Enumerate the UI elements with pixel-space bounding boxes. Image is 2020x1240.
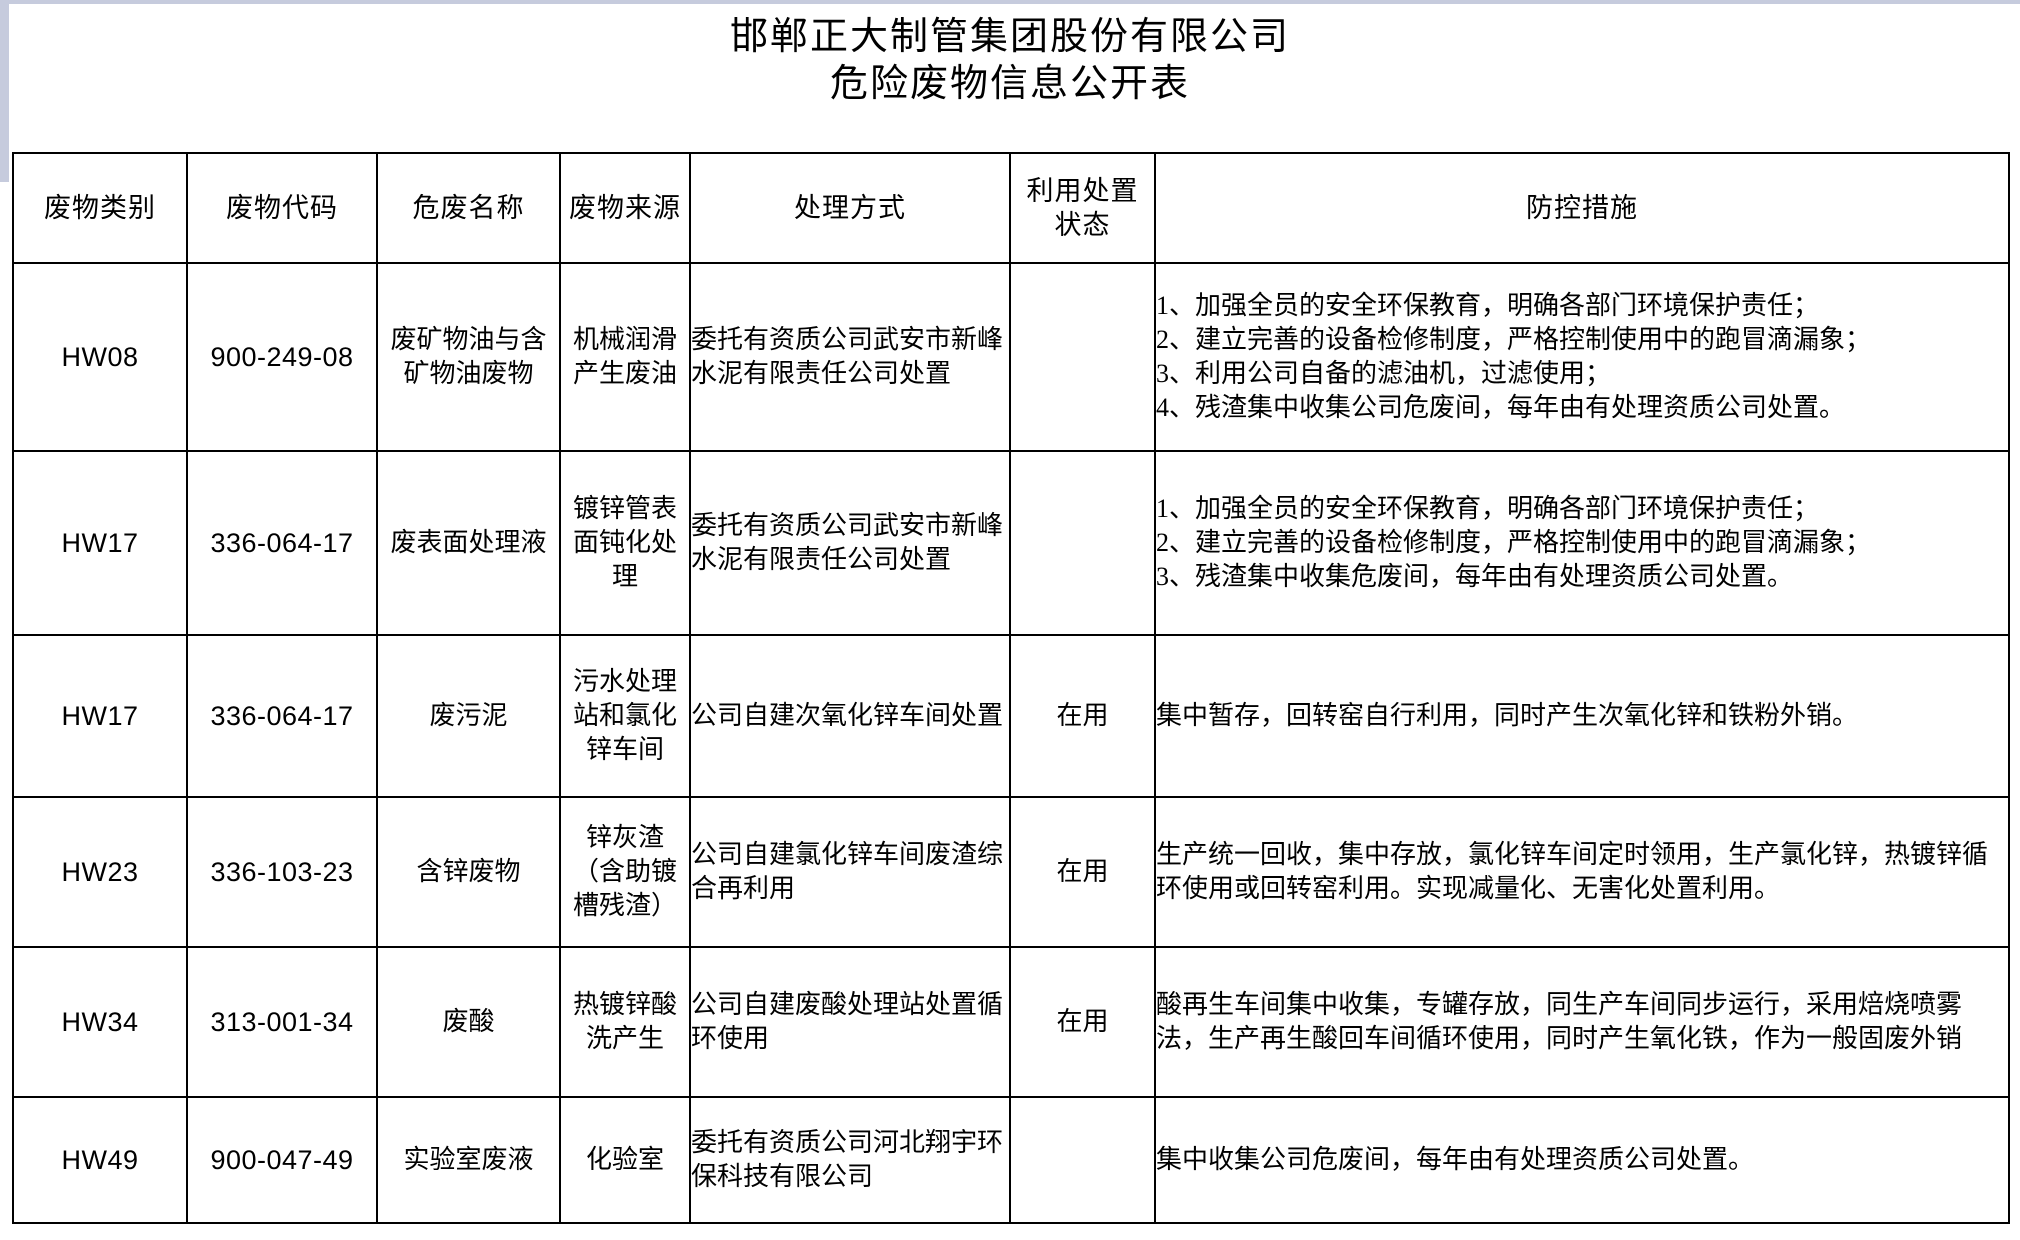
hazardous-waste-table: 废物类别 废物代码 危废名称 废物来源 处理方式 利用处置 状态 防控措施 HW…	[12, 152, 2010, 1224]
cell-category: HW49	[12, 1096, 188, 1224]
cell-treatment: 公司自建氯化锌车间废渣综合再利用	[689, 796, 1011, 948]
cell-measures: 集中暂存，回转窑自行利用，同时产生次氧化锌和铁粉外销。	[1154, 634, 2010, 798]
column-header-state: 利用处置 状态	[1009, 152, 1156, 264]
cell-code: 900-047-49	[186, 1096, 378, 1224]
cell-name: 废矿物油与含矿物油废物	[376, 262, 561, 452]
column-header-state-line2: 状态	[1054, 210, 1111, 240]
title-line-subject: 危险废物信息公开表	[829, 63, 1190, 105]
column-header-category: 废物类别	[12, 152, 188, 264]
cell-name: 含锌废物	[376, 796, 561, 948]
cell-source: 镀锌管表面钝化处理	[559, 450, 691, 636]
table-row: HW17 336-064-17 废表面处理液 镀锌管表面钝化处理 委托有资质公司…	[12, 450, 2010, 636]
measure-item: 2、建立完善的设备检修制度，严格控制使用中的跑冒滴漏象；	[1156, 528, 1872, 557]
measure-item: 4、残渣集中收集公司危废间，每年由有处理资质公司处置。	[1156, 393, 1846, 422]
cell-code: 336-064-17	[186, 450, 378, 636]
measure-item: 1、加强全员的安全环保教育，明确各部门环境保护责任；	[1156, 291, 1820, 320]
measure-item: 酸再生车间集中收集，专罐存放，同生产车间同步运行，采用焙烧喷雾法，生产再生酸回车…	[1156, 990, 1963, 1053]
cell-code: 336-064-17	[186, 634, 378, 798]
cell-treatment: 委托有资质公司武安市新峰水泥有限责任公司处置	[689, 450, 1011, 636]
cell-treatment: 委托有资质公司武安市新峰水泥有限责任公司处置	[689, 262, 1011, 452]
cell-treatment: 委托有资质公司河北翔宇环保科技有限公司	[689, 1096, 1011, 1224]
cell-treatment: 公司自建废酸处理站处置循环使用	[689, 946, 1011, 1098]
column-header-name: 危废名称	[376, 152, 561, 264]
cell-name: 废酸	[376, 946, 561, 1098]
cell-category: HW08	[12, 262, 188, 452]
cell-name: 实验室废液	[376, 1096, 561, 1224]
cell-code: 313-001-34	[186, 946, 378, 1098]
cell-state: 在用	[1009, 796, 1156, 948]
table-row: HW49 900-047-49 实验室废液 化验室 委托有资质公司河北翔宇环保科…	[12, 1096, 2010, 1224]
cell-name: 废表面处理液	[376, 450, 561, 636]
table-row: HW34 313-001-34 废酸 热镀锌酸洗产生 公司自建废酸处理站处置循环…	[12, 946, 2010, 1098]
column-header-source: 废物来源	[559, 152, 691, 264]
cell-state: 在用	[1009, 946, 1156, 1098]
cell-source: 机械润滑产生废油	[559, 262, 691, 452]
measure-item: 生产统一回收，集中存放，氯化锌车间定时领用，生产氯化锌，热镀锌循环使用或回转窑利…	[1156, 840, 1989, 903]
cell-source: 污水处理站和氯化锌车间	[559, 634, 691, 798]
column-header-code: 废物代码	[186, 152, 378, 264]
cell-category: HW23	[12, 796, 188, 948]
column-header-measures: 防控措施	[1154, 152, 2010, 264]
cell-measures: 集中收集公司危废间，每年由有处理资质公司处置。	[1154, 1096, 2010, 1224]
page-title: 邯郸正大制管集团股份有限公司 危险废物信息公开表	[0, 14, 2020, 108]
top-rule	[9, 0, 2020, 4]
cell-category: HW17	[12, 450, 188, 636]
cell-treatment: 公司自建次氧化锌车间处置	[689, 634, 1011, 798]
table-body: HW08 900-249-08 废矿物油与含矿物油废物 机械润滑产生废油 委托有…	[12, 262, 2010, 1224]
cell-state	[1009, 262, 1156, 452]
cell-name: 废污泥	[376, 634, 561, 798]
measure-item: 3、利用公司自备的滤油机，过滤使用；	[1156, 359, 1612, 388]
column-header-treatment: 处理方式	[689, 152, 1011, 264]
table-header-row: 废物类别 废物代码 危废名称 废物来源 处理方式 利用处置 状态 防控措施	[12, 152, 2010, 264]
table-header: 废物类别 废物代码 危废名称 废物来源 处理方式 利用处置 状态 防控措施	[12, 152, 2010, 264]
cell-category: HW17	[12, 634, 188, 798]
cell-source: 锌灰渣（含助镀槽残渣）	[559, 796, 691, 948]
measure-item: 集中暂存，回转窑自行利用，同时产生次氧化锌和铁粉外销。	[1156, 701, 1859, 730]
cell-measures: 1、加强全员的安全环保教育，明确各部门环境保护责任； 2、建立完善的设备检修制度…	[1154, 262, 2010, 452]
table-row: HW08 900-249-08 废矿物油与含矿物油废物 机械润滑产生废油 委托有…	[12, 262, 2010, 452]
cell-category: HW34	[12, 946, 188, 1098]
measure-item: 1、加强全员的安全环保教育，明确各部门环境保护责任；	[1156, 494, 1820, 523]
cell-code: 336-103-23	[186, 796, 378, 948]
cell-measures: 生产统一回收，集中存放，氯化锌车间定时领用，生产氯化锌，热镀锌循环使用或回转窑利…	[1154, 796, 2010, 948]
cell-state: 在用	[1009, 634, 1156, 798]
table-row: HW17 336-064-17 废污泥 污水处理站和氯化锌车间 公司自建次氧化锌…	[12, 634, 2010, 798]
measure-item: 集中收集公司危废间，每年由有处理资质公司处置。	[1156, 1145, 1755, 1174]
cell-code: 900-249-08	[186, 262, 378, 452]
cell-state	[1009, 1096, 1156, 1224]
title-line-company: 邯郸正大制管集团股份有限公司	[729, 16, 1290, 58]
cell-source: 化验室	[559, 1096, 691, 1224]
cell-measures: 1、加强全员的安全环保教育，明确各部门环境保护责任； 2、建立完善的设备检修制度…	[1154, 450, 2010, 636]
left-gutter-strip	[0, 0, 9, 182]
cell-source: 热镀锌酸洗产生	[559, 946, 691, 1098]
table-row: HW23 336-103-23 含锌废物 锌灰渣（含助镀槽残渣） 公司自建氯化锌…	[12, 796, 2010, 948]
measure-item: 3、残渣集中收集危废间，每年由有处理资质公司处置。	[1156, 562, 1794, 591]
measure-item: 2、建立完善的设备检修制度，严格控制使用中的跑冒滴漏象；	[1156, 325, 1872, 354]
column-header-state-line1: 利用处置	[1026, 176, 1139, 206]
cell-measures: 酸再生车间集中收集，专罐存放，同生产车间同步运行，采用焙烧喷雾法，生产再生酸回车…	[1154, 946, 2010, 1098]
cell-state	[1009, 450, 1156, 636]
